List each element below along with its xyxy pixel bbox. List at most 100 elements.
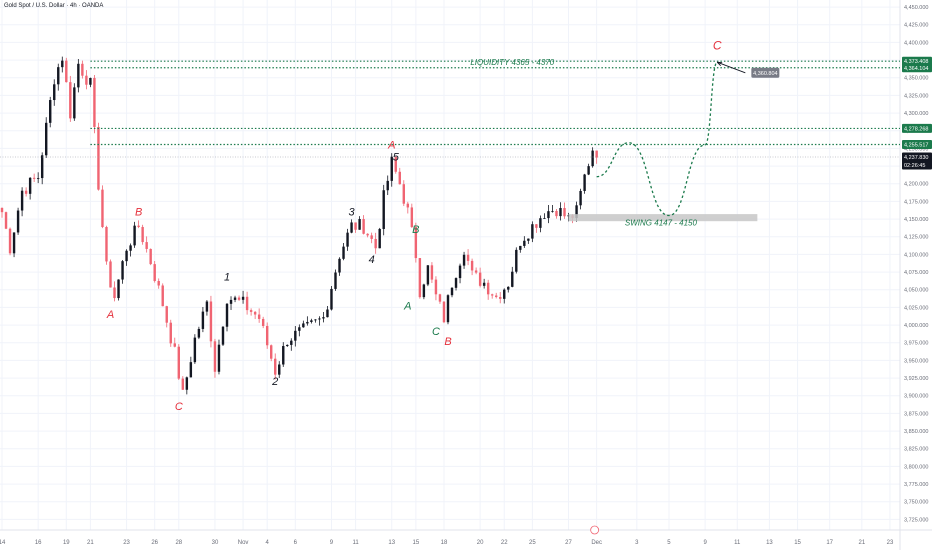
candle-body: [16, 210, 20, 233]
symbol-title: Gold Spot / U.S. Dollar · 4h · OANDA: [4, 3, 104, 9]
swing-zone[interactable]: [568, 214, 758, 222]
time-tick-label: Dec: [591, 540, 602, 546]
candle-body: [282, 346, 285, 365]
projection-path[interactable]: [596, 61, 718, 217]
candle-body: [398, 171, 401, 185]
target-price-box: [751, 67, 780, 78]
candle-body: [523, 240, 526, 246]
candle-body: [137, 225, 140, 227]
candle-body: [543, 218, 546, 219]
candle-body: [225, 303, 229, 327]
time-tick-label: 9: [330, 540, 334, 546]
candle-body: [165, 306, 168, 323]
candle-body: [105, 227, 108, 262]
candle-body: [261, 318, 265, 326]
candle-body: [161, 285, 164, 307]
time-tick-label: 13: [388, 540, 395, 546]
candle-body: [270, 345, 273, 359]
candle-body: [213, 341, 217, 372]
candle-body: [53, 84, 56, 101]
candle-body: [149, 248, 152, 265]
candle-body: [290, 340, 293, 345]
candle-body: [370, 235, 373, 239]
candle-body: [310, 320, 313, 322]
candle-body: [32, 177, 36, 179]
time-tick-label: 15: [794, 540, 801, 546]
time-tick-label: 22: [501, 540, 508, 546]
candle-body: [201, 311, 205, 329]
candle-body: [478, 272, 482, 286]
wave-annotation: C: [175, 401, 183, 413]
candle-body: [169, 322, 172, 344]
price-tick-label: 3,775.000: [904, 482, 928, 488]
time-tick-label: 27: [565, 540, 572, 546]
candle-body: [531, 224, 534, 239]
candle-body: [490, 294, 494, 296]
candle-body: [503, 289, 506, 299]
candle-body: [567, 215, 570, 217]
candle-body: [563, 208, 566, 217]
price-tick-label: 4,300.000: [904, 111, 928, 117]
candle-body: [515, 249, 518, 272]
time-tick-label: 23: [123, 540, 130, 546]
price-tick-label: 4,100.000: [904, 252, 928, 258]
candle-body: [470, 260, 474, 271]
price-tick-label: 4,325.000: [904, 93, 928, 99]
candle-body: [342, 246, 345, 259]
time-tick-label: 28: [175, 540, 182, 546]
candle-body: [181, 378, 185, 390]
candle-body: [410, 207, 414, 228]
wave-annotation: 1: [224, 272, 230, 284]
candle-body: [257, 314, 261, 319]
candle-body: [575, 205, 578, 219]
price-tick-label: 4,150.000: [904, 217, 928, 223]
candle-body: [12, 232, 16, 254]
candle-body: [205, 301, 209, 312]
candle-body: [45, 122, 48, 156]
event-marker-icon[interactable]: [590, 525, 600, 535]
candle-body: [24, 190, 28, 194]
level-price-tag: [902, 123, 932, 133]
time-tick-label: Nov: [238, 540, 249, 546]
candle-body: [338, 258, 341, 273]
candle-body: [322, 317, 325, 319]
candle-body: [294, 330, 297, 341]
candle-body: [153, 264, 156, 281]
time-tick-label: 19: [63, 540, 70, 546]
wave-annotation: A: [387, 139, 395, 151]
candle-body: [157, 280, 160, 286]
time-tick-label: 25: [529, 540, 536, 546]
level-price-label: 4,364.104: [904, 66, 928, 72]
countdown-label: 02:26:45: [904, 163, 925, 169]
candle-body: [125, 250, 128, 262]
candle-body: [253, 311, 257, 315]
candle-body: [36, 178, 40, 179]
candle-body: [382, 190, 385, 229]
time-tick-label: 11: [352, 540, 359, 546]
candle-body: [306, 321, 309, 324]
candle-body: [551, 210, 554, 212]
candle-body: [474, 270, 478, 273]
candle-body: [85, 75, 88, 85]
candle-body: [458, 265, 462, 279]
price-tick-label: 4,425.000: [904, 23, 928, 29]
candle-body: [499, 296, 502, 299]
target-arrow-line: [717, 61, 746, 74]
price-tick-label: 4,050.000: [904, 288, 928, 294]
candle-body: [241, 296, 245, 300]
time-tick-label: 6: [294, 540, 298, 546]
candle-body: [434, 279, 438, 295]
candle-body: [69, 82, 72, 119]
price-tick-label: 3,875.000: [904, 411, 928, 417]
last-price-label: 4,237.830: [904, 155, 928, 161]
candle-body: [221, 326, 225, 345]
candle-body: [579, 190, 582, 206]
candle-body: [28, 177, 32, 194]
candle-body: [438, 294, 442, 302]
candle-body: [61, 60, 64, 68]
candle-body: [595, 150, 598, 158]
time-tick-label: 20: [477, 540, 484, 546]
wave-annotation: 3: [349, 207, 356, 219]
